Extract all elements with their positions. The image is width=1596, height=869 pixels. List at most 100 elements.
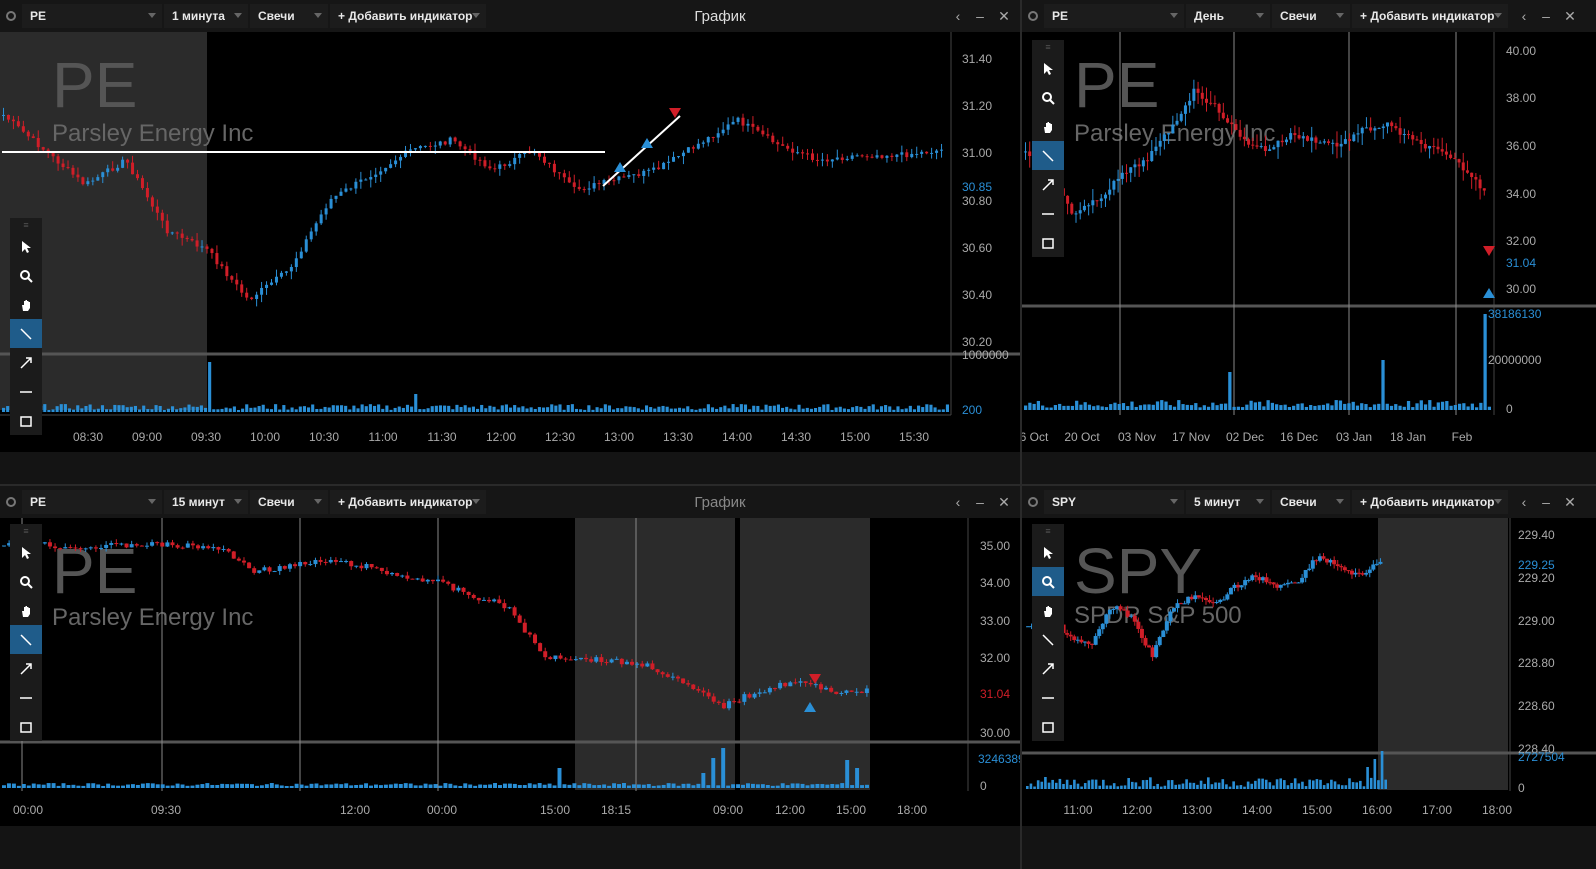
interval-select[interactable]: 1 минута xyxy=(164,4,248,28)
rect-icon[interactable] xyxy=(10,712,42,741)
chart-type-select[interactable]: Свечи xyxy=(250,4,328,28)
volume-bar xyxy=(1181,783,1185,789)
candle xyxy=(111,168,115,171)
chart-panel-4[interactable]: SPY 5 минут Свечи + Добавить индикатор ‹… xyxy=(1022,486,1596,869)
volume-bar xyxy=(1145,779,1149,789)
collapse-icon[interactable]: ‹ xyxy=(955,494,961,510)
navigator[interactable] xyxy=(1022,452,1596,484)
trendline-icon[interactable] xyxy=(10,625,42,654)
rect-icon[interactable] xyxy=(1032,712,1064,741)
chart-panel-2[interactable]: PE День Свечи + Добавить индикатор ‹ – ✕… xyxy=(1022,0,1596,484)
navigator[interactable] xyxy=(0,826,1020,869)
hand-icon[interactable] xyxy=(1032,596,1064,625)
link-icon[interactable] xyxy=(1028,497,1038,507)
candle xyxy=(7,543,12,546)
toolbar-grip-icon[interactable]: ≡ xyxy=(23,220,29,230)
pointer-icon[interactable] xyxy=(10,232,42,261)
rect-icon[interactable] xyxy=(10,406,42,435)
zoom-icon[interactable] xyxy=(1032,83,1064,112)
hand-icon[interactable] xyxy=(10,596,42,625)
chart-panel-1[interactable]: PE 1 минута Свечи + Добавить индикатор Г… xyxy=(0,0,1020,484)
candle xyxy=(657,167,661,170)
link-icon[interactable] xyxy=(6,11,16,21)
chart-type-select[interactable]: Свечи xyxy=(250,490,328,514)
hline-icon[interactable] xyxy=(1032,199,1064,228)
zoom-icon[interactable] xyxy=(10,261,42,290)
hand-icon[interactable] xyxy=(10,290,42,319)
navigator[interactable] xyxy=(1022,826,1596,869)
pointer-icon[interactable] xyxy=(1032,54,1064,83)
close-icon[interactable]: ✕ xyxy=(998,494,1010,510)
price-chart[interactable]: 08:30 09:00 09:30 10:00 10:30 11:00 11:30 12:00… xyxy=(0,0,1020,484)
close-icon[interactable]: ✕ xyxy=(998,8,1010,24)
interval-label: 1 минута xyxy=(172,9,225,23)
add-indicator-button[interactable]: + Добавить индикатор xyxy=(1352,490,1508,514)
add-indicator-button[interactable]: + Добавить индикатор xyxy=(330,490,486,514)
hline-icon[interactable] xyxy=(1032,683,1064,712)
link-icon[interactable] xyxy=(1028,11,1038,21)
trendline-icon[interactable] xyxy=(1032,141,1064,170)
candle xyxy=(1296,582,1301,584)
interval-select[interactable]: День xyxy=(1186,4,1270,28)
rect-icon[interactable] xyxy=(1032,228,1064,257)
volume-bar xyxy=(463,405,467,412)
arrow-icon[interactable] xyxy=(10,654,42,683)
close-icon[interactable]: ✕ xyxy=(1564,8,1576,24)
candle xyxy=(144,545,149,547)
symbol-select[interactable]: PE xyxy=(22,4,162,28)
navigator[interactable] xyxy=(0,452,1020,484)
chart-type-select[interactable]: Свечи xyxy=(1272,490,1350,514)
symbol-select[interactable]: PE xyxy=(1044,4,1184,28)
minimize-icon[interactable]: – xyxy=(976,8,984,24)
minimize-icon[interactable]: – xyxy=(1542,494,1550,510)
volume-bar xyxy=(750,783,755,788)
volume-bar xyxy=(884,405,888,412)
candle xyxy=(170,232,174,234)
toolbar-grip-icon[interactable]: ≡ xyxy=(1045,42,1051,52)
price-chart[interactable]: 11:00 12:00 13:00 14:00 15:00 16:00 17:00 18:00 xyxy=(1022,486,1596,869)
volume-bar xyxy=(691,785,696,788)
chart-type-label: Свечи xyxy=(1280,9,1317,23)
volume-bar xyxy=(1202,405,1206,410)
hline-icon[interactable] xyxy=(10,377,42,406)
chart-type-select[interactable]: Свечи xyxy=(1272,4,1350,28)
volume-bar xyxy=(385,405,389,412)
zoom-icon[interactable] xyxy=(10,567,42,596)
pointer-icon[interactable] xyxy=(10,538,42,567)
arrow-icon[interactable] xyxy=(10,348,42,377)
symbol-select[interactable]: SPY xyxy=(1044,490,1184,514)
close-icon[interactable]: ✕ xyxy=(1564,494,1576,510)
arrow-icon[interactable] xyxy=(1032,170,1064,199)
volume-bar xyxy=(834,407,838,412)
minimize-icon[interactable]: – xyxy=(1542,8,1550,24)
volume-bar xyxy=(150,409,154,412)
trendline-icon[interactable] xyxy=(1032,625,1064,654)
hand-icon[interactable] xyxy=(1032,112,1064,141)
link-icon[interactable] xyxy=(6,497,16,507)
candle xyxy=(324,208,328,215)
add-indicator-button[interactable]: + Добавить индикатор xyxy=(330,4,486,28)
chart-panel-3[interactable]: PE 15 минут Свечи + Добавить индикатор Г… xyxy=(0,486,1020,869)
toolbar-grip-icon[interactable]: ≡ xyxy=(1045,526,1051,536)
pointer-icon[interactable] xyxy=(1032,538,1064,567)
trendline-icon[interactable] xyxy=(10,319,42,348)
add-indicator-button[interactable]: + Добавить индикатор xyxy=(1352,4,1508,28)
volume-bar xyxy=(21,784,26,788)
chevron-down-icon xyxy=(314,499,322,504)
interval-select[interactable]: 15 минут xyxy=(164,490,248,514)
price-chart[interactable]: 00:00 09:30 12:00 00:00 15:00 18:15 09:00 12:00… xyxy=(0,486,1020,869)
zoom-icon[interactable] xyxy=(1032,567,1064,596)
symbol-select[interactable]: PE xyxy=(22,490,162,514)
volume-bar xyxy=(772,405,776,412)
collapse-icon[interactable]: ‹ xyxy=(1521,494,1527,510)
volume-bar xyxy=(183,407,187,412)
interval-select[interactable]: 5 минут xyxy=(1186,490,1270,514)
volume-bar xyxy=(1381,360,1385,410)
collapse-icon[interactable]: ‹ xyxy=(1521,8,1527,24)
arrow-icon[interactable] xyxy=(1032,654,1064,683)
hline-icon[interactable] xyxy=(10,683,42,712)
minimize-icon[interactable]: – xyxy=(976,494,984,510)
collapse-icon[interactable]: ‹ xyxy=(955,8,961,24)
volume-bar xyxy=(388,784,393,788)
toolbar-grip-icon[interactable]: ≡ xyxy=(23,526,29,536)
